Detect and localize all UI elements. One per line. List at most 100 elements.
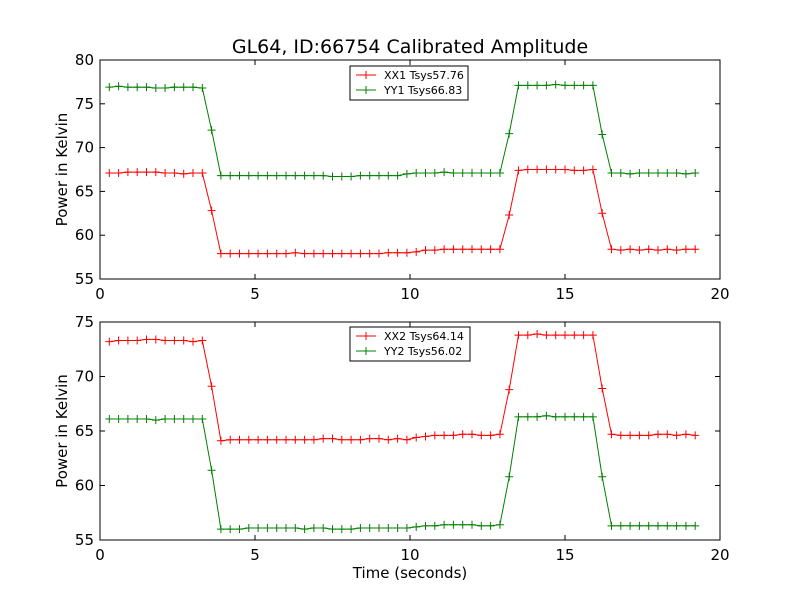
data-point [607,169,616,178]
data-point [477,431,486,440]
data-point [328,249,337,258]
data-point [133,336,142,345]
data-point [244,524,253,533]
data-point [393,434,402,443]
data-point [300,525,309,534]
data-point [226,435,235,444]
data-point [244,171,253,180]
data-point [216,249,225,258]
data-point [542,411,551,420]
data-point [263,171,272,180]
data-point [114,415,123,424]
data-point [179,336,188,345]
data-point [570,331,579,340]
x-tick-label: 0 [95,285,105,303]
data-point [402,169,411,178]
data-point [654,521,662,530]
data-point [133,415,142,424]
data-point [644,169,653,178]
data-point [365,249,374,258]
data-point [151,416,160,425]
data-point [384,435,393,444]
legend-label: XX1 Tsys57.76 [384,69,464,82]
data-point [282,435,290,444]
data-point [561,412,569,421]
data-point [142,168,151,177]
data-point [123,415,132,424]
data-point [486,431,495,440]
data-point [430,431,439,440]
data-point [300,435,309,444]
data-point [272,171,281,180]
data-point [347,249,356,258]
x-tick-label: 10 [400,285,419,303]
data-point [588,331,597,340]
data-point [347,525,356,534]
data-point [616,246,625,255]
data-point [384,524,393,533]
legend-label: YY2 Tsys56.02 [383,345,462,358]
x-tick-label: 20 [710,546,729,564]
data-point [179,415,188,424]
data-point [468,169,476,178]
data-point [328,172,337,181]
data-point [161,169,170,178]
top-subplot: 0 5 10 15 20 55 60 65 70 75 80 Power in Kelvin XX1 T… [53,51,730,303]
x-tick-label: 0 [95,546,105,564]
data-point [588,165,597,174]
data-point [533,81,542,90]
data-point [337,435,346,444]
data-point [523,412,532,421]
data-point [626,521,635,530]
data-point [635,169,644,178]
legend-marker [362,86,370,94]
data-point [254,435,263,444]
data-point [644,521,653,530]
data-point [681,169,690,178]
data-point [421,169,430,178]
data-point [402,435,411,444]
data-point [142,335,151,344]
data-point [189,169,197,178]
data-point [430,246,439,255]
y-tick-label: 60 [75,477,94,495]
data-point [309,171,318,180]
data-point [458,169,467,178]
data-point [375,171,383,180]
data-point [384,171,393,180]
data-point [412,169,421,178]
data-point [393,524,402,533]
data-point [123,83,132,92]
data-point [216,436,225,445]
data-point [114,169,123,178]
data-point [440,431,449,440]
data-point [198,84,207,93]
data-point [598,130,607,139]
data-point [105,83,114,92]
series-line-yy2 [109,415,696,530]
data-point [254,524,263,533]
data-point [449,431,458,440]
data-point [691,245,700,254]
data-point [235,525,244,534]
data-point [244,249,253,258]
data-point [235,171,244,180]
data-point [681,430,690,439]
data-point [616,521,625,530]
y-tick-label: 75 [75,95,94,113]
data-point [133,83,142,92]
data-point [663,169,672,178]
data-point [207,382,216,391]
legend-marker [362,332,370,340]
data-point [514,166,523,175]
chart-title: GL64, ID:66754 Calibrated Amplitude [232,36,588,58]
data-point [449,520,458,529]
data-point [365,171,374,180]
data-point [430,169,439,178]
data-point [263,435,272,444]
data-point [309,435,318,444]
data-point [328,525,337,534]
data-point [672,431,681,440]
x-axis-label: Time (seconds) [352,564,468,582]
data-point [495,245,504,254]
